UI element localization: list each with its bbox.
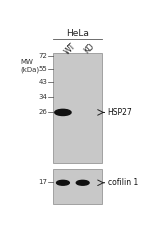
Text: WT: WT bbox=[63, 41, 78, 56]
Text: cofilin 1: cofilin 1 bbox=[108, 178, 138, 187]
Ellipse shape bbox=[57, 180, 69, 185]
Bar bbox=[53, 53, 102, 163]
Text: 43: 43 bbox=[38, 79, 47, 86]
Ellipse shape bbox=[76, 180, 89, 185]
Text: HSP27: HSP27 bbox=[108, 108, 132, 117]
Bar bbox=[53, 169, 102, 204]
Text: 26: 26 bbox=[38, 109, 47, 115]
Text: 17: 17 bbox=[38, 179, 47, 185]
Text: KO: KO bbox=[83, 41, 96, 55]
Text: MW
(kDa): MW (kDa) bbox=[20, 59, 39, 73]
Text: 72: 72 bbox=[38, 53, 47, 59]
Text: 34: 34 bbox=[38, 94, 47, 100]
Text: 55: 55 bbox=[39, 66, 47, 72]
Text: HeLa: HeLa bbox=[66, 29, 89, 38]
Ellipse shape bbox=[55, 109, 71, 115]
